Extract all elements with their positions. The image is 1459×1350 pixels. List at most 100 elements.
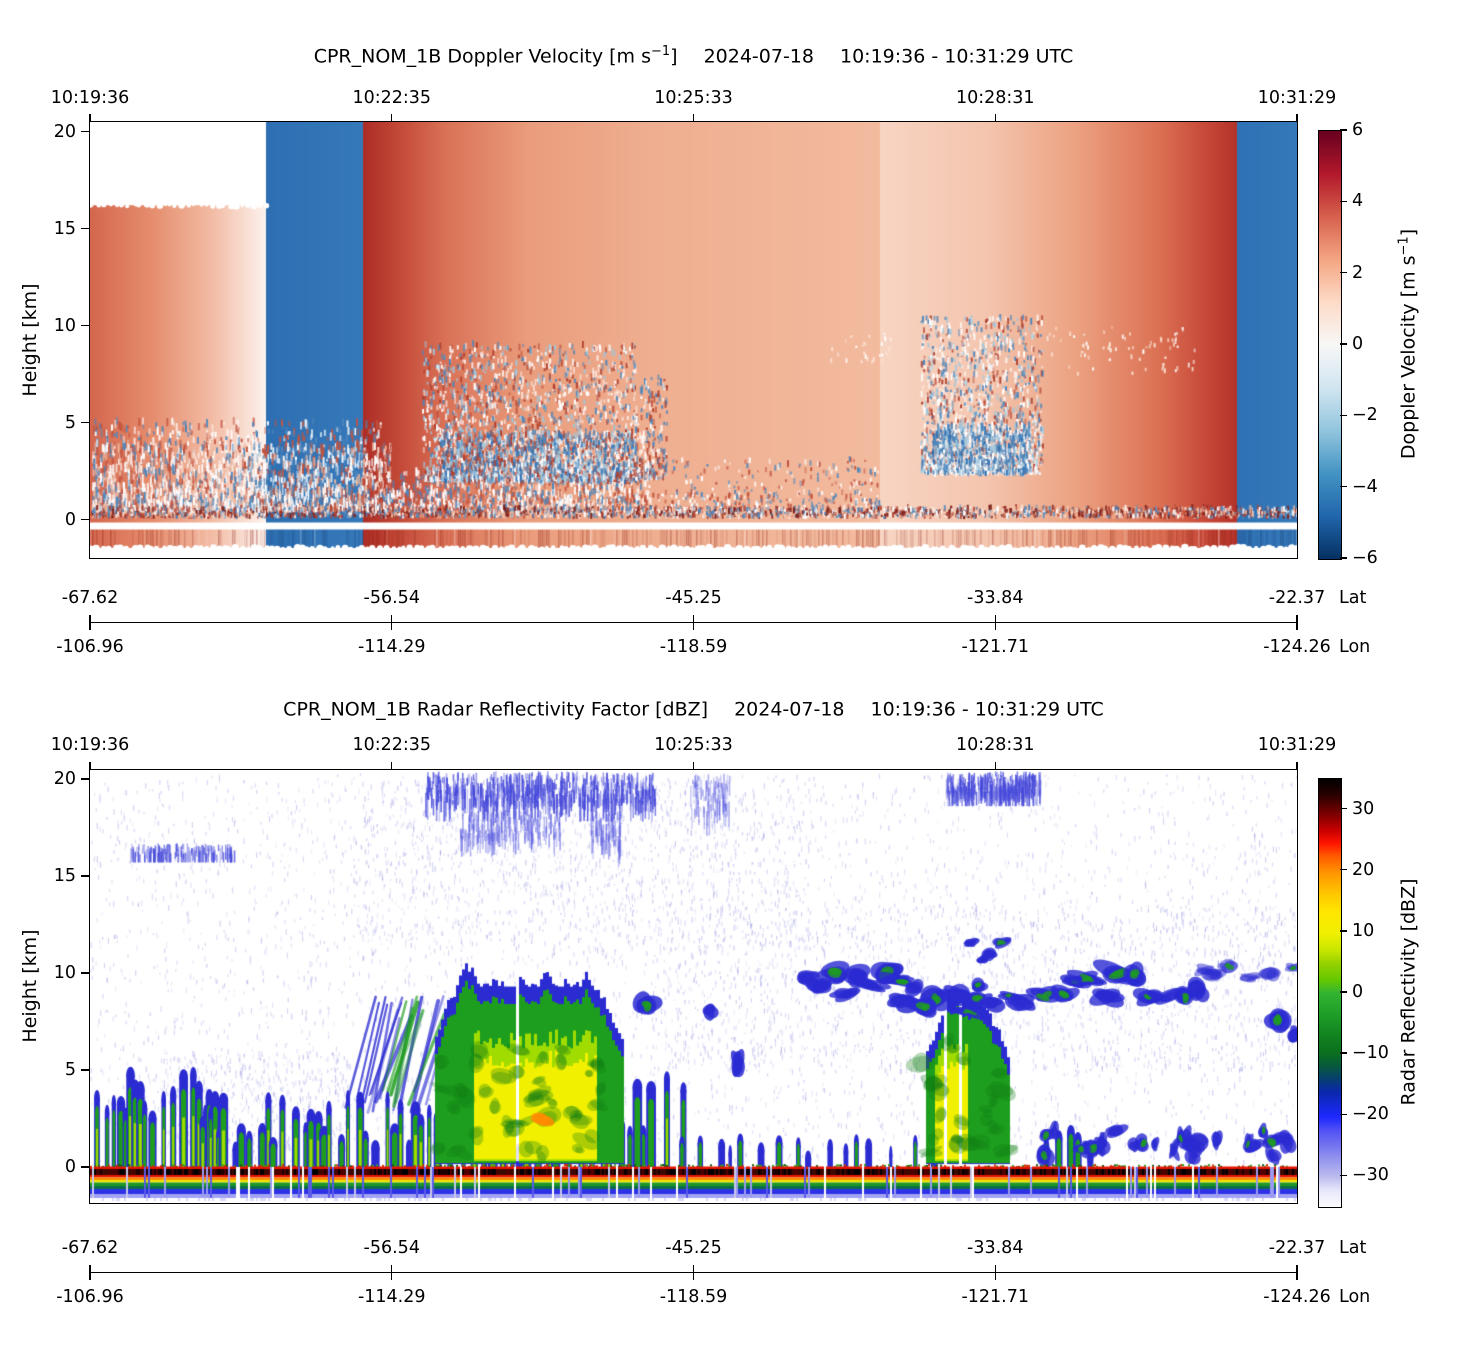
colorbar-tick-mark xyxy=(1340,1174,1347,1177)
reflectivity-curtain-canvas xyxy=(89,769,1297,1203)
colorbar-tick-label: 10 xyxy=(1352,920,1375,941)
y-tick-mark xyxy=(81,324,90,327)
lat-tick-label: -22.37 xyxy=(1268,588,1326,608)
colorbar-tick-mark xyxy=(1340,807,1347,810)
y-tick-mark xyxy=(81,130,90,133)
colorbar-tick-mark xyxy=(1340,1052,1347,1054)
y-tick-mark xyxy=(81,421,90,424)
colorbar-tick-mark xyxy=(1340,557,1347,559)
latlon-tick-mark xyxy=(89,615,91,630)
plot-area-doppler xyxy=(88,120,1298,559)
colorbar-tick-label: 0 xyxy=(1352,334,1364,354)
y-tick-mark xyxy=(81,972,90,974)
colorbar-label-text: Radar Reflectivity [dBZ] xyxy=(1397,878,1420,1106)
time-tick-mark xyxy=(692,114,695,122)
colorbar-tick-mark xyxy=(1340,869,1347,871)
lon-tick-label: -124.26 xyxy=(1263,1287,1331,1307)
colorbar-gradient xyxy=(1319,779,1341,1207)
lat-tick-label: -56.54 xyxy=(363,588,420,608)
latlon-tick-mark xyxy=(692,615,695,630)
time-tick-label: 10:22:35 xyxy=(352,735,432,755)
time-tick-label: 10:25:33 xyxy=(654,88,733,108)
title-main: CPR_NOM_1B Radar Reflectivity Factor [dB… xyxy=(283,698,709,721)
lat-tick-label: -67.62 xyxy=(61,1238,119,1258)
lon-tick-label: -121.71 xyxy=(961,637,1030,657)
y-tick-label: 15 xyxy=(53,218,76,239)
colorbar-tick-label: −30 xyxy=(1352,1165,1389,1186)
time-tick-mark xyxy=(692,762,695,770)
colorbar-label: Radar Reflectivity [dBZ] xyxy=(1396,878,1420,1106)
plot-title: CPR_NOM_1B Radar Reflectivity Factor [dB… xyxy=(90,697,1297,720)
colorbar-tick-mark xyxy=(1340,485,1347,488)
y-tick-label: 20 xyxy=(53,769,76,789)
colorbar-tick-label: 30 xyxy=(1352,798,1375,819)
lat-tick-label: -45.25 xyxy=(665,588,722,608)
colorbar-tick-label: 20 xyxy=(1352,859,1375,880)
colorbar-tick-mark xyxy=(1340,271,1347,274)
colorbar-tick-mark xyxy=(1340,129,1347,131)
lon-tick-label: -118.59 xyxy=(659,1287,728,1307)
time-tick-mark xyxy=(1296,762,1298,770)
latlon-tick-mark xyxy=(994,1265,996,1280)
colorbar-tick-label: 0 xyxy=(1352,982,1364,1002)
time-tick-mark xyxy=(391,762,393,770)
colorbar-tick-mark xyxy=(1340,200,1347,203)
title-time-range: 10:19:36 - 10:31:29 UTC xyxy=(870,698,1104,721)
y-tick-label: 0 xyxy=(64,509,76,530)
title-main: CPR_NOM_1B Doppler Velocity [m s xyxy=(313,45,651,68)
lon-axis-suffix: Lon xyxy=(1339,1287,1371,1307)
time-tick-mark xyxy=(994,762,996,770)
colorbar-tick-label: −20 xyxy=(1352,1104,1389,1125)
doppler-curtain-canvas xyxy=(89,121,1297,558)
title-sup: −1 xyxy=(650,44,671,59)
y-tick-label: 20 xyxy=(53,121,76,142)
time-tick-label: 10:22:35 xyxy=(352,88,432,108)
colorbar-tick-label: −4 xyxy=(1352,476,1378,497)
lat-tick-label: -67.62 xyxy=(61,588,119,608)
lat-tick-label: -22.37 xyxy=(1268,1238,1326,1258)
lat-tick-label: -33.84 xyxy=(967,1238,1024,1258)
colorbar-doppler xyxy=(1318,130,1342,560)
latlon-tick-mark xyxy=(692,1265,695,1280)
latlon-tick-mark xyxy=(391,615,393,630)
colorbar-tick-mark xyxy=(1340,414,1347,417)
title-main-close: ] xyxy=(670,45,678,68)
y-tick-label: 5 xyxy=(64,412,76,433)
time-tick-mark xyxy=(89,762,91,770)
y-axis-label: Height [km] xyxy=(19,929,41,1043)
time-tick-label: 10:28:31 xyxy=(955,735,1035,755)
y-tick-label: 5 xyxy=(64,1060,76,1080)
latlon-tick-mark xyxy=(1296,615,1298,630)
y-tick-mark xyxy=(81,518,90,521)
time-tick-label: 10:31:29 xyxy=(1257,735,1337,755)
lat-tick-label: -45.25 xyxy=(665,1238,722,1258)
lat-tick-label: -33.84 xyxy=(967,588,1024,608)
lat-axis-suffix: Lat xyxy=(1339,588,1367,608)
colorbar-tick-label: −2 xyxy=(1352,405,1378,426)
y-tick-mark xyxy=(81,778,90,780)
plot-area-reflectivity xyxy=(88,768,1298,1204)
time-tick-label: 10:28:31 xyxy=(955,88,1035,108)
time-tick-mark xyxy=(89,114,91,122)
colorbar-gradient xyxy=(1319,131,1341,559)
title-date: 2024-07-18 xyxy=(734,698,845,721)
lon-tick-label: -114.29 xyxy=(357,1287,426,1307)
colorbar-tick-mark xyxy=(1340,1113,1347,1115)
colorbar-tick-mark xyxy=(1340,930,1347,932)
lon-tick-label: -106.96 xyxy=(56,1287,124,1307)
title-time-range: 10:19:36 - 10:31:29 UTC xyxy=(839,45,1074,68)
time-tick-label: 10:19:36 xyxy=(50,735,130,755)
time-tick-label: 10:25:33 xyxy=(654,735,733,755)
colorbar-tick-mark xyxy=(1340,343,1347,345)
latlon-tick-mark xyxy=(1296,1265,1298,1280)
y-tick-mark xyxy=(81,1166,90,1168)
title-date: 2024-07-18 xyxy=(703,45,814,68)
lat-axis-suffix: Lat xyxy=(1339,1238,1367,1258)
colorbar-tick-label: 2 xyxy=(1352,262,1364,283)
y-tick-mark xyxy=(81,875,90,877)
time-tick-mark xyxy=(994,114,996,122)
lon-tick-label: -121.71 xyxy=(961,1287,1030,1307)
